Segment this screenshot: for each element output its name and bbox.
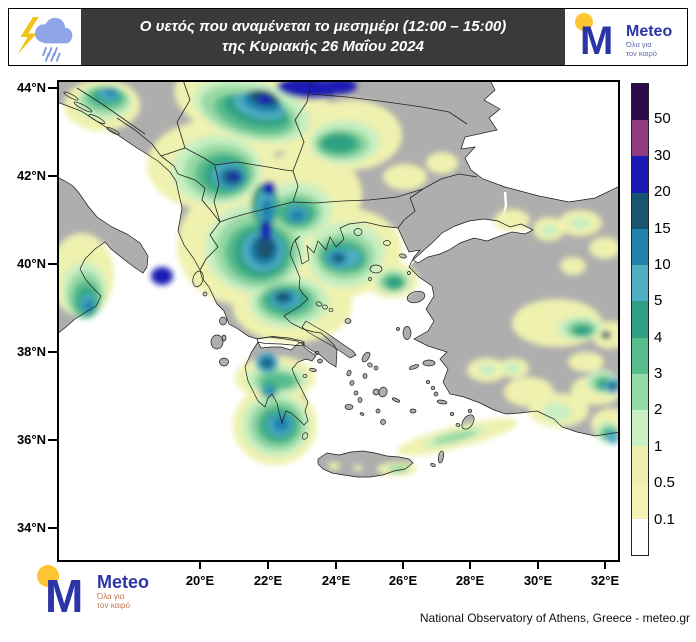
legend-swatch	[632, 120, 648, 157]
map-canvas	[50, 63, 631, 562]
country-borders	[76, 79, 478, 271]
lon-tick-22	[267, 562, 269, 569]
legend-swatch	[632, 301, 648, 338]
lon-label-28e: 28°E	[455, 573, 485, 588]
legend-label-5: 5	[654, 292, 663, 309]
lat-label-34n: 34°N	[16, 520, 46, 535]
legend-label-30: 30	[654, 147, 671, 164]
logo-sun-circle	[575, 13, 593, 31]
lon-label-30e: 30°E	[523, 573, 553, 588]
meteo-logo-header: M Meteo Όλα για τον καιρό	[575, 13, 672, 63]
legend-label-01: 0.1	[654, 511, 675, 528]
legend-label-3: 3	[654, 365, 663, 382]
legend-label-20: 20	[654, 183, 671, 200]
legend-label-2: 2	[654, 401, 663, 418]
legend-swatch	[632, 482, 648, 519]
legend-swatch	[632, 84, 648, 121]
logo-tagline-1: Όλα για	[96, 592, 125, 601]
lon-label-20e: 20°E	[185, 573, 215, 588]
header-bar: Ο υετός που αναμένεται το μεσημέρι (12:0…	[8, 8, 688, 66]
lat-label-36n: 36°N	[16, 432, 46, 447]
logo-wordmark: Meteo	[97, 572, 149, 592]
lon-label-22e: 22°E	[253, 573, 283, 588]
greece-precipitation-map	[50, 63, 631, 562]
header-logo-box: M Meteo Όλα για τον καιρό	[565, 9, 687, 65]
logo-sun-circle	[37, 565, 59, 587]
lon-label-32e: 32°E	[590, 573, 620, 588]
map-title: Ο υετός που αναμένεται το μεσημέρι (12:0…	[81, 9, 565, 65]
lon-tick-20	[199, 562, 201, 569]
title-line-2: της Κυριακής 26 Μαΐου 2024	[222, 38, 424, 55]
logo-tagline-2: τον καιρό	[626, 49, 657, 58]
rain-streaks-icon	[42, 47, 61, 62]
footer-logo: M Meteo Όλα για τον καιρό	[33, 558, 163, 623]
legend-label-1: 1	[654, 438, 663, 455]
meteo-logo-footer: M Meteo Όλα για τον καιρό	[37, 565, 149, 622]
weather-icon-box	[9, 9, 81, 65]
legend-swatch	[632, 265, 648, 302]
storm-cloud-icon	[17, 16, 73, 62]
legend-swatch	[632, 410, 648, 447]
lat-tick-42	[48, 175, 57, 177]
attribution-text: National Observatory of Athens, Greece -…	[419, 611, 690, 625]
title-line-1: Ο υετός που αναμένεται το μεσημέρι (12:0…	[139, 17, 507, 35]
lon-label-24e: 24°E	[321, 573, 351, 588]
lon-tick-32	[604, 562, 606, 569]
lat-tick-40	[48, 263, 57, 265]
logo-tagline-1: Όλα για	[625, 40, 652, 49]
precipitation-legend	[631, 83, 649, 556]
legend-label-15: 15	[654, 220, 671, 237]
legend-swatch	[632, 192, 648, 229]
lon-tick-30	[537, 562, 539, 569]
legend-swatch	[632, 228, 648, 266]
lat-label-42n: 42°N	[16, 168, 46, 183]
legend-swatch	[632, 373, 648, 411]
legend-label-4: 4	[654, 329, 663, 346]
legend-swatch	[632, 446, 648, 483]
legend-swatch	[632, 156, 648, 193]
legend-label-50: 50	[654, 110, 671, 127]
lat-tick-38	[48, 351, 57, 353]
lat-tick-44	[48, 87, 57, 89]
lon-tick-28	[469, 562, 471, 569]
map-frame	[57, 80, 620, 562]
logo-wordmark: Meteo	[626, 23, 672, 40]
lon-tick-24	[335, 562, 337, 569]
legend-swatch	[632, 518, 648, 556]
lat-label-44n: 44°N	[16, 80, 46, 95]
logo-m: M	[580, 19, 613, 63]
lat-label-38n: 38°N	[16, 344, 46, 359]
legend-label-10: 10	[654, 256, 671, 273]
legend-label-05: 0.5	[654, 474, 675, 491]
lat-tick-34	[48, 527, 57, 529]
logo-tagline-2: τον καιρό	[97, 601, 131, 610]
lon-label-26e: 26°E	[388, 573, 418, 588]
legend-swatch	[632, 337, 648, 374]
logo-m: M	[45, 570, 83, 618]
lat-label-40n: 40°N	[16, 256, 46, 271]
lat-tick-36	[48, 439, 57, 441]
lon-tick-26	[402, 562, 404, 569]
